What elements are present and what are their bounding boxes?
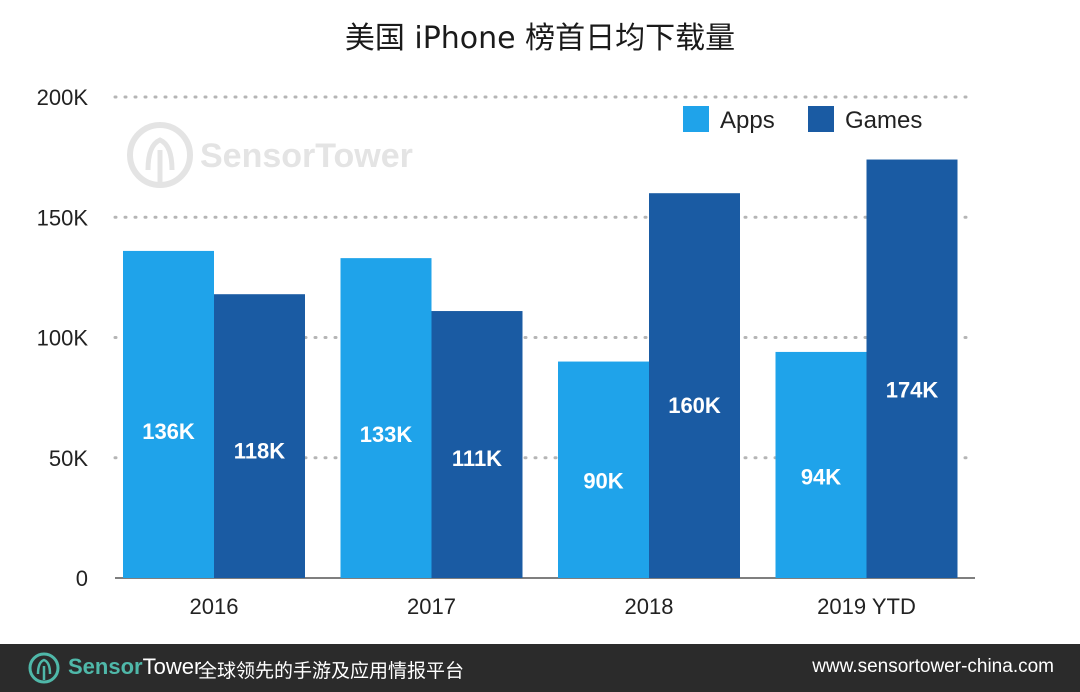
footer-brand-sensor: Sensor [68,654,143,679]
chart-title: 美国 iPhone 榜首日均下载量 [345,21,735,56]
y-tick-label: 0 [76,566,88,591]
bar-games [431,311,523,578]
data-label: 111K [452,446,502,471]
bar-chart: 美国 iPhone 榜首日均下载量 SensorTower 0 50K 100K 15… [37,21,977,619]
data-label: 118K [234,438,285,463]
bar-games [214,294,305,578]
data-label: 133K [360,422,413,447]
y-tick-label: 150K [37,205,89,230]
sensortower-logo-icon [28,652,60,684]
bar-apps [558,361,649,578]
data-label: 94K [801,464,841,489]
legend-label: Apps [720,107,775,134]
footer-url[interactable]: www.sensortower-china.com [812,656,1054,677]
y-tick-label: 200K [37,85,89,110]
data-label: 174K [886,378,939,403]
x-tick-label: 2018 [625,594,674,619]
legend-label: Games [845,107,922,134]
footer-brand-tower: Tower [142,654,202,679]
bar-games [649,193,740,578]
watermark-text: SensorTower [200,137,413,175]
y-tick-label: 50K [49,446,88,471]
footer-brand: SensorTower [68,654,201,680]
bar-apps [340,258,432,578]
data-label: 136K [142,419,195,444]
y-tick-label: 100K [37,326,89,351]
watermark: SensorTower [127,122,413,188]
bar-apps [775,351,867,578]
bars: 136K 118K 133K 111K 90K 160K 94K 174K [123,159,958,579]
footer-bar: SensorTower 全球领先的手游及应用情报平台 www.sensortow… [0,644,1080,692]
x-tick-label: 2017 [407,594,456,619]
sensortower-watermark-icon [127,122,193,188]
legend: Apps Games [683,106,922,134]
footer-tagline: 全球领先的手游及应用情报平台 [198,660,465,682]
y-axis: 0 50K 100K 150K 200K [37,85,89,591]
legend-swatch [683,106,709,132]
bar-apps [123,250,214,579]
legend-swatch [808,106,834,132]
x-axis: 2016 2017 2018 2019 YTD [190,594,916,619]
data-label: 90K [583,469,623,494]
data-label: 160K [668,393,721,418]
x-tick-label: 2016 [190,594,239,619]
x-tick-label: 2019 YTD [817,594,916,619]
bar-games [866,159,958,578]
